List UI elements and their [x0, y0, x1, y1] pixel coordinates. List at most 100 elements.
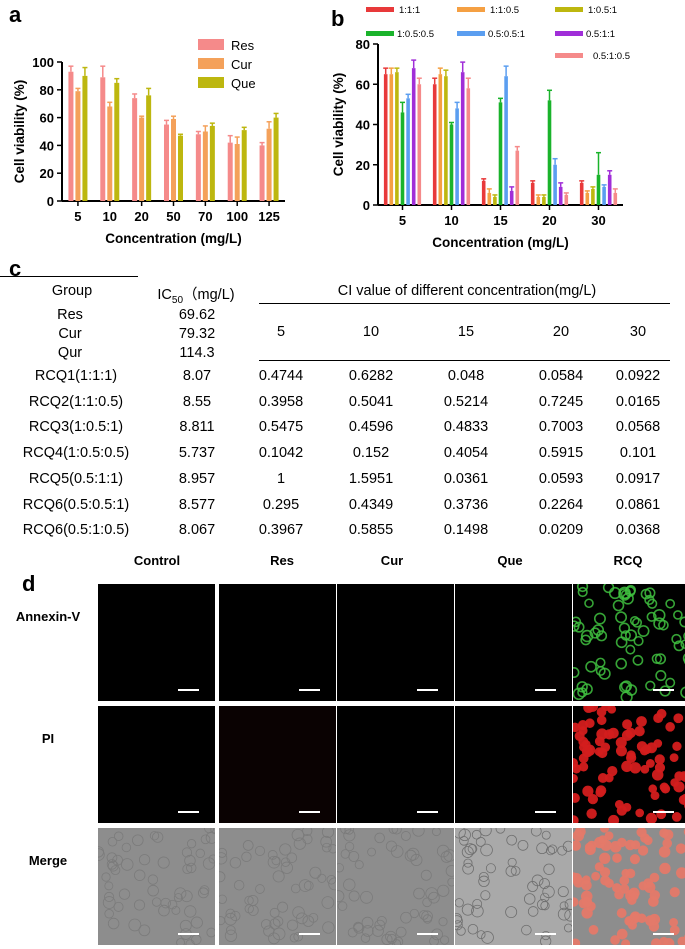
- table-row-ci-value: 0.5475: [258, 419, 304, 436]
- cell-outline: [272, 916, 284, 927]
- bar-1:1:1: [432, 84, 437, 205]
- micrograph-image: [219, 828, 336, 945]
- cell-blob: [584, 598, 594, 609]
- legend-swatch-Res: [198, 39, 224, 50]
- x-tick-label: 100: [226, 209, 248, 224]
- cell-outline: [158, 904, 170, 917]
- bar-Res: [164, 124, 169, 201]
- cell-blob: [615, 745, 627, 757]
- cell-outline: [440, 935, 450, 945]
- scale-bar: [299, 689, 320, 691]
- cell-blob: [665, 722, 675, 732]
- cell-blob: [636, 741, 648, 752]
- cell-outline: [229, 857, 242, 869]
- legend-swatch-0.5:0.5:1: [457, 31, 485, 36]
- y-axis-title: Cell viability (%): [331, 73, 346, 177]
- table-row-group: RCQ5(0.5:1:1): [28, 470, 124, 487]
- cell-blob: [680, 793, 685, 806]
- cell-outline: [171, 906, 181, 915]
- chart-b: 0 20 40 60 80 5 10 15 20 30 Cell viability (%) Conc…: [331, 5, 630, 250]
- cell-blob: [625, 839, 636, 851]
- bar-Res: [259, 145, 265, 201]
- ci-concentration-header: 10: [362, 324, 380, 340]
- cell-blob: [655, 669, 667, 682]
- bar-Cur: [139, 117, 145, 201]
- cell-outline: [461, 846, 474, 858]
- cell-blob: [621, 729, 633, 741]
- cell-blob: [616, 928, 628, 940]
- cell-blob: [604, 878, 614, 888]
- bar-1:1:0.5: [536, 196, 541, 205]
- cell-outline: [317, 873, 327, 883]
- table-row-ci-value: 0.4349: [348, 496, 394, 513]
- table-row-ci-value: 0.0209: [538, 522, 584, 539]
- bar-1:0.5:1: [591, 188, 595, 205]
- ci-concentration-header: 30: [629, 324, 647, 340]
- cell-outline: [174, 887, 187, 900]
- bar-Que: [209, 125, 215, 201]
- table-top-rule: [0, 276, 138, 277]
- bar-0.5:1:0.5: [417, 84, 422, 205]
- micrograph-image: [455, 584, 572, 701]
- cell-blob: [573, 620, 580, 632]
- table-row-ci-value: 0.101: [619, 445, 657, 462]
- cell-outline: [413, 887, 425, 900]
- cell-outline: [260, 919, 272, 930]
- cell-outline: [531, 874, 544, 887]
- micrograph-cells: [337, 584, 454, 701]
- bar-1:0.5:0.5: [596, 174, 601, 205]
- micrograph-image: [219, 706, 336, 823]
- bar-1:1:0.5: [585, 192, 590, 205]
- micrograph-image: [573, 584, 685, 701]
- cell-blob: [649, 872, 660, 883]
- cell-outline: [104, 909, 114, 919]
- micrograph-cells: [455, 828, 572, 945]
- cell-blob: [625, 644, 636, 655]
- cell-outline: [564, 909, 572, 922]
- cell-blob: [682, 653, 685, 663]
- table-row-ic50: 8.577: [178, 496, 216, 513]
- cell-outline: [557, 886, 569, 898]
- ic50-subscript: 50: [171, 294, 184, 306]
- cell-blob: [587, 793, 599, 805]
- x-tick-label: 50: [166, 209, 180, 224]
- cell-outline: [475, 836, 486, 847]
- legend-label-0.5:1:1: 0.5:1:1: [586, 29, 615, 40]
- bar-1:1:0.5: [487, 192, 492, 205]
- cell-blob: [612, 599, 625, 612]
- header-group: Group: [51, 283, 93, 299]
- cell-outline: [360, 890, 373, 904]
- micrograph-row-title: PI: [41, 731, 55, 746]
- bar-Que: [146, 95, 152, 201]
- cell-outline: [353, 921, 364, 932]
- table-row-ci-value: 1.5951: [348, 470, 394, 487]
- x-tick-label: 125: [258, 209, 280, 224]
- bar-Res: [100, 77, 106, 201]
- cell-outline: [521, 924, 532, 936]
- table-row-ic50: 8.957: [178, 470, 216, 487]
- cell-outline: [328, 877, 336, 891]
- cell-outline: [106, 859, 118, 870]
- cell-blob: [593, 612, 606, 625]
- cell-outline: [272, 870, 285, 883]
- cell-outline: [110, 865, 121, 876]
- cell-outline: [523, 893, 536, 905]
- cell-outline: [464, 843, 477, 856]
- single-drug-name: Qur: [57, 345, 83, 361]
- cell-outline: [328, 844, 336, 854]
- micrograph-image: [219, 584, 336, 701]
- table-row-group: RCQ3(1:0.5:1): [28, 419, 124, 436]
- cell-blob: [659, 782, 669, 792]
- cell-blob: [588, 924, 599, 935]
- cell-outline: [455, 898, 464, 908]
- cell-outline: [247, 894, 259, 906]
- legend-label-0.5:1:0.5: 0.5:1:0.5: [593, 51, 630, 62]
- cell-blob: [581, 739, 591, 749]
- cell-outline: [455, 920, 463, 931]
- cell-blob: [610, 935, 620, 945]
- bar-1:1:1: [579, 182, 584, 205]
- scale-bar: [299, 811, 320, 813]
- cell-outline: [461, 903, 474, 916]
- legend-swatch-1:0.5:1: [555, 7, 583, 12]
- cell-outline: [230, 910, 241, 922]
